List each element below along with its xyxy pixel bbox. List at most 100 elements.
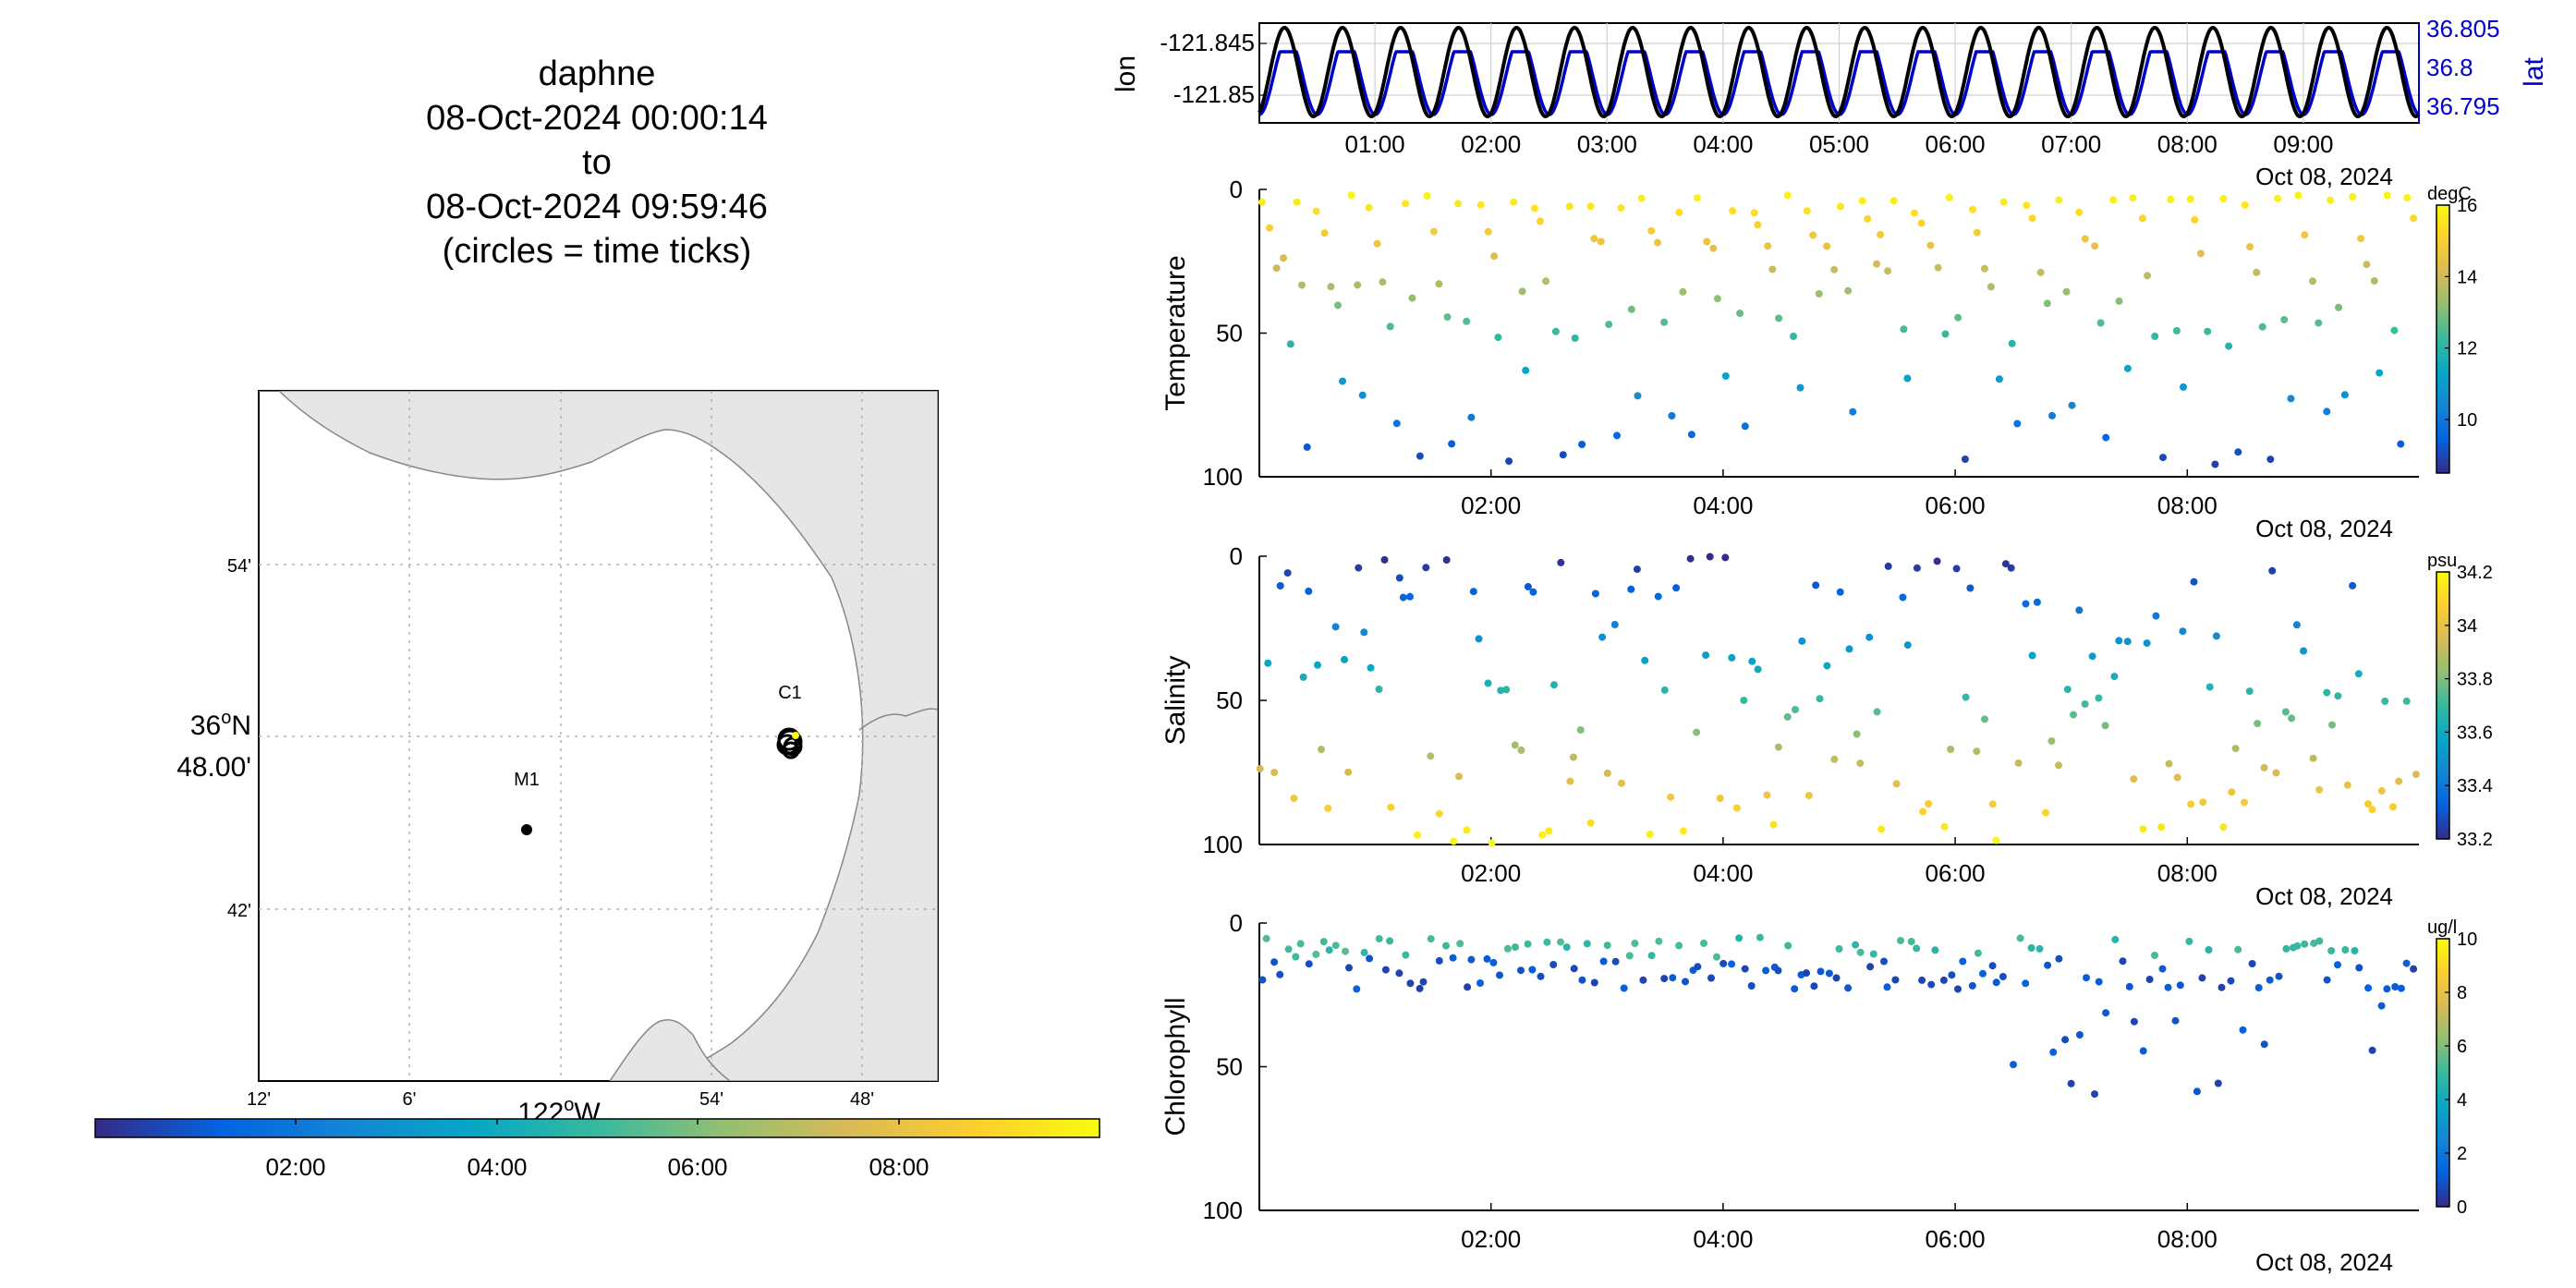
data-point	[2125, 982, 2133, 990]
data-point	[1605, 321, 1613, 329]
data-point	[2023, 201, 2031, 210]
data-point	[2355, 964, 2363, 972]
data-point	[1995, 375, 2003, 383]
data-point	[1672, 584, 1681, 592]
data-point	[1536, 217, 1544, 225]
data-point	[1732, 804, 1741, 812]
x-tick-label: 08:00	[2157, 859, 2218, 887]
scatter-points	[1258, 933, 2418, 1099]
data-point	[1423, 192, 1431, 200]
data-point	[2172, 327, 2181, 334]
colorbar-tick: 2	[2457, 1144, 2467, 1164]
data-point	[1775, 314, 1783, 322]
data-point	[1503, 944, 1512, 953]
map-lat-tick-42: 42'	[227, 901, 251, 921]
data-point	[1856, 759, 1865, 768]
temperature-section-panel: 0 50 100 02:00 04:00 06:00 08:00 Oct 08, 2024 Te…	[1160, 176, 2477, 542]
data-point	[2281, 708, 2290, 716]
colorbar-tick: 16	[2457, 196, 2477, 216]
data-point	[2225, 342, 2233, 350]
data-point	[1856, 948, 1865, 956]
data-point	[1620, 984, 1628, 992]
data-point	[1741, 422, 1749, 431]
data-point	[1578, 441, 1586, 448]
data-point	[1903, 641, 1912, 650]
data-point	[2412, 771, 2420, 779]
position-x-ticks: 01:00 02:00 03:00 04:00 05:00 06:00 07:00 08:00…	[1345, 130, 2334, 158]
data-point	[1276, 582, 1284, 589]
data-point	[1764, 242, 1772, 250]
data-point	[1873, 260, 1881, 268]
data-point	[1721, 372, 1730, 380]
lon-axis-label: lon	[1111, 55, 1141, 92]
data-point	[2110, 673, 2119, 681]
data-point	[2007, 564, 2015, 572]
data-point	[1798, 637, 1806, 645]
data-point	[1494, 334, 1502, 342]
data-point	[1591, 589, 1599, 598]
data-point	[2157, 823, 2166, 832]
data-point	[2323, 407, 2331, 416]
data-point	[1386, 937, 1394, 945]
data-point	[1345, 964, 1353, 972]
data-point	[1565, 202, 1574, 211]
data-point	[1962, 693, 1970, 701]
data-point	[2334, 692, 2342, 700]
data-point	[1505, 457, 1513, 466]
data-point	[1569, 753, 1577, 761]
data-point	[2402, 697, 2411, 705]
title-line-5: (circles = time ticks)	[443, 232, 752, 271]
map-lon-tick-54: 54'	[699, 1089, 723, 1110]
data-point	[1631, 940, 1639, 947]
data-point	[2403, 194, 2412, 201]
position-x-tick: 02:00	[1461, 130, 1521, 158]
data-point	[2165, 759, 2173, 768]
data-point	[1256, 765, 1264, 772]
data-point	[1750, 209, 1758, 217]
data-point	[2061, 1036, 2070, 1044]
data-point	[2211, 460, 2219, 468]
data-point	[1305, 587, 1313, 595]
data-point	[2310, 939, 2318, 947]
y-tick-label: 0	[1230, 176, 1243, 203]
data-point	[1844, 286, 1853, 295]
data-point	[1966, 584, 1975, 592]
data-point	[1529, 588, 1537, 596]
station-m1-label: M1	[514, 770, 540, 790]
data-point	[1360, 628, 1368, 637]
data-point	[1844, 984, 1853, 992]
data-point	[1469, 588, 1477, 596]
data-point	[1483, 954, 1491, 963]
data-point	[1934, 263, 1942, 272]
data-point	[1603, 942, 1611, 950]
time-cbar-tick-0600: 06:00	[667, 1153, 727, 1181]
title-line-4: 08-Oct-2024 09:59:46	[426, 188, 768, 226]
time-cbar-tick-0800: 08:00	[869, 1153, 929, 1181]
lat-tick-1: 36.805	[2426, 15, 2500, 43]
data-point	[2357, 235, 2365, 243]
data-point	[2246, 243, 2254, 251]
data-point	[1284, 945, 1293, 954]
data-point	[1830, 755, 1839, 763]
position-date-label: Oct 08, 2024	[2255, 163, 2393, 190]
data-point	[1959, 957, 1967, 966]
data-point	[2293, 942, 2302, 950]
data-point	[2282, 944, 2290, 953]
y-tick-label: 50	[1216, 1053, 1243, 1081]
data-point	[1980, 264, 1988, 273]
data-point	[2300, 647, 2308, 655]
data-point	[1837, 202, 1844, 211]
data-point	[1367, 663, 1375, 672]
x-tick-label: 06:00	[1926, 859, 1986, 887]
data-point	[2191, 215, 2199, 224]
data-point	[1416, 984, 1424, 992]
data-point	[1790, 333, 1797, 340]
colorbar-unit: degC	[2427, 184, 2472, 204]
data-point	[1429, 227, 1438, 236]
map-lon-tick-6: 6'	[403, 1089, 417, 1110]
position-x-tick: 04:00	[1693, 130, 1753, 158]
data-point	[2234, 945, 2242, 954]
data-point	[2109, 196, 2118, 204]
data-point	[1728, 960, 1736, 968]
x-tick-label: 02:00	[1461, 1225, 1521, 1253]
